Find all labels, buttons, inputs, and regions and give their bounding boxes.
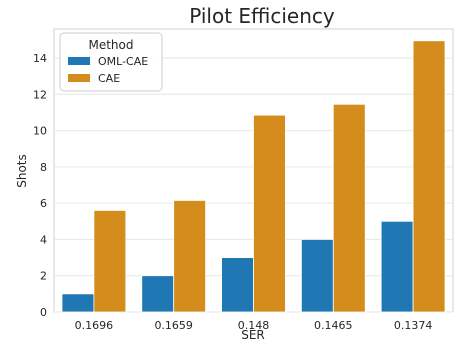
- y-tick-label: 10: [33, 125, 47, 138]
- y-tick-label: 12: [33, 88, 47, 101]
- x-tick-label: 0.1465: [314, 319, 353, 332]
- bars: [61, 40, 446, 313]
- legend-title: Method: [88, 38, 133, 52]
- y-tick-label: 2: [40, 270, 47, 283]
- bar-cae-1: [173, 200, 207, 313]
- bar-cae-2: [253, 114, 286, 313]
- chart-title: Pilot Efficiency: [189, 4, 335, 28]
- bar-cae-3: [332, 103, 366, 313]
- y-tick-label: 8: [40, 161, 47, 174]
- bar-oml-cae-1: [141, 275, 175, 313]
- legend-swatch-cae: [68, 74, 90, 82]
- legend-label-oml-cae: OML-CAE: [98, 55, 148, 68]
- y-tick-label: 4: [40, 233, 47, 246]
- y-tick-label: 14: [33, 52, 47, 65]
- x-tick-label: 0.1659: [154, 319, 193, 332]
- y-axis-label: Shots: [15, 154, 29, 188]
- x-tick-label: 0.1696: [75, 319, 114, 332]
- x-tick-label: 0.1374: [394, 319, 433, 332]
- legend: Method OML-CAE CAE: [59, 32, 163, 92]
- bar-cae-4: [412, 40, 446, 313]
- legend-swatch-oml-cae: [68, 57, 90, 65]
- legend-label-cae: CAE: [98, 72, 120, 85]
- bar-oml-cae-0: [61, 293, 95, 313]
- x-axis-label: SER: [241, 328, 265, 342]
- bar-oml-cae-3: [300, 239, 334, 313]
- y-tick-label: 0: [40, 306, 47, 319]
- x-axis-ticks: 0.1696 0.1659 0.148 0.1465 0.1374: [75, 319, 433, 332]
- y-axis-ticks: 0 2 4 6 8 10 12 14: [33, 52, 47, 319]
- y-tick-label: 6: [40, 197, 47, 210]
- bar-oml-cae-2: [221, 257, 254, 313]
- bar-oml-cae-4: [380, 220, 414, 313]
- bar-cae-0: [93, 210, 127, 313]
- x-tick-label: 0.148: [238, 319, 270, 332]
